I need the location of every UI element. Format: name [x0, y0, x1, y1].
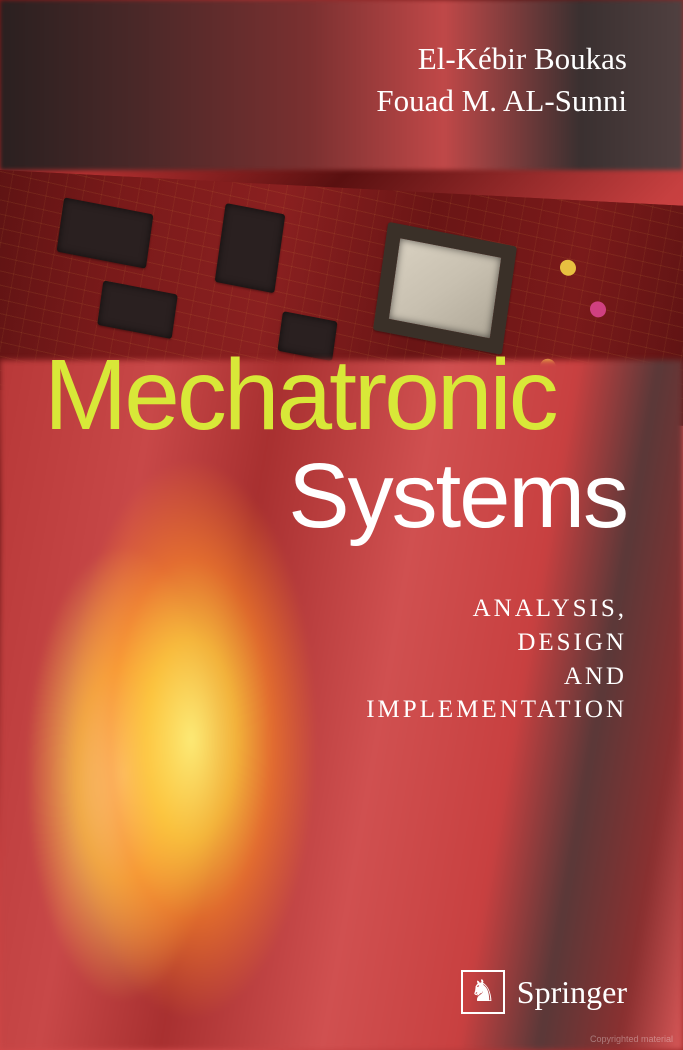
book-cover: El-Kébir Boukas Fouad M. AL-Sunni Mechat… — [0, 0, 683, 1050]
title-word-1: Mechatronic — [44, 338, 556, 453]
chip-icon — [215, 203, 286, 293]
subtitle-line-2: DESIGN — [366, 626, 627, 660]
subtitle-line-3: AND — [366, 660, 627, 694]
copyright-notice: Copyrighted material — [590, 1034, 673, 1044]
publisher-block: ♞ Springer — [461, 970, 627, 1014]
springer-horse-icon: ♞ — [461, 970, 505, 1014]
subtitle-line-4: IMPLEMENTATION — [366, 693, 627, 727]
author-line-2: Fouad M. AL-Sunni — [376, 80, 627, 122]
publisher-name: Springer — [517, 974, 627, 1011]
subtitle-block: ANALYSIS, DESIGN AND IMPLEMENTATION — [366, 592, 627, 727]
author-line-1: El-Kébir Boukas — [376, 38, 627, 80]
subtitle-line-1: ANALYSIS, — [366, 592, 627, 626]
title-word-2: Systems — [288, 444, 627, 549]
author-block: El-Kébir Boukas Fouad M. AL-Sunni — [376, 38, 627, 122]
